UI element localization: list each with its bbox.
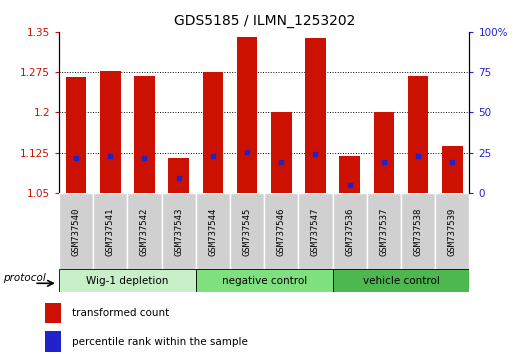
Bar [45, 303, 61, 324]
Text: percentile rank within the sample: percentile rank within the sample [72, 337, 248, 347]
Bar [203, 72, 223, 193]
Text: GSM737542: GSM737542 [140, 208, 149, 256]
Bar [373, 113, 394, 193]
Bar [93, 193, 127, 271]
Bar [264, 193, 299, 271]
Bar [162, 193, 196, 271]
Text: vehicle control: vehicle control [363, 275, 440, 286]
Bar [59, 193, 93, 271]
Text: GSM737546: GSM737546 [277, 208, 286, 256]
Text: GSM737547: GSM737547 [311, 208, 320, 256]
Bar [408, 76, 428, 193]
Bar [59, 269, 196, 292]
Bar [127, 193, 162, 271]
Text: GSM737537: GSM737537 [380, 208, 388, 256]
Bar [367, 193, 401, 271]
Text: GSM737539: GSM737539 [448, 208, 457, 256]
Bar [332, 269, 469, 292]
Bar [305, 38, 326, 193]
Bar [134, 76, 155, 193]
Bar [196, 193, 230, 271]
Text: transformed count: transformed count [72, 308, 170, 318]
Bar [442, 146, 463, 193]
Bar [401, 193, 435, 271]
Bar [299, 193, 332, 271]
Bar [332, 193, 367, 271]
Text: GSM737545: GSM737545 [243, 208, 251, 256]
Bar [230, 193, 264, 271]
Bar [66, 78, 86, 193]
Bar [45, 331, 61, 352]
Text: GSM737536: GSM737536 [345, 208, 354, 256]
Text: GSM737541: GSM737541 [106, 208, 115, 256]
Text: negative control: negative control [222, 275, 307, 286]
Bar [435, 193, 469, 271]
Bar [340, 156, 360, 193]
Bar [196, 269, 332, 292]
Text: GSM737538: GSM737538 [413, 208, 423, 256]
Text: protocol: protocol [3, 273, 46, 283]
Bar [271, 113, 291, 193]
Text: Wig-1 depletion: Wig-1 depletion [86, 275, 169, 286]
Text: GSM737540: GSM737540 [72, 208, 81, 256]
Bar [100, 70, 121, 193]
Text: GSM737543: GSM737543 [174, 208, 183, 256]
Bar [168, 158, 189, 193]
Title: GDS5185 / ILMN_1253202: GDS5185 / ILMN_1253202 [173, 14, 355, 28]
Text: GSM737544: GSM737544 [208, 208, 218, 256]
Bar [237, 37, 258, 193]
